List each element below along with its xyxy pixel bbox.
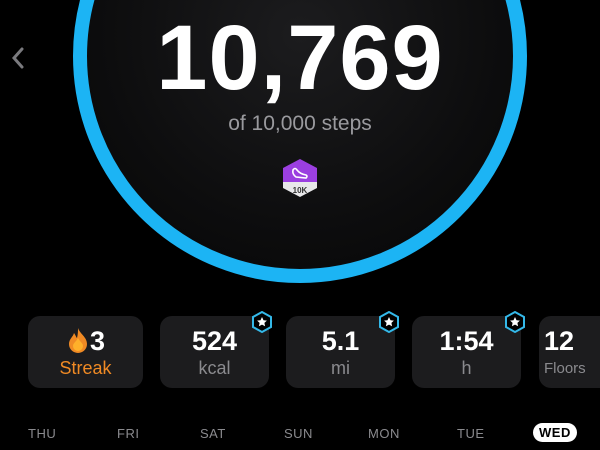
streak-label: Streak (59, 358, 112, 378)
star-badge-icon (505, 311, 525, 333)
calories-unit: kcal (198, 358, 231, 378)
day-tue[interactable]: TUE (457, 426, 485, 441)
distance-card[interactable]: 5.1 mi (286, 316, 395, 388)
shoe-icon (292, 167, 308, 179)
star-badge-icon (252, 311, 272, 333)
day-sun[interactable]: SUN (284, 426, 313, 441)
day-thu[interactable]: THU (28, 426, 57, 441)
10k-badge[interactable]: 10K (281, 158, 319, 203)
active-time-unit: h (461, 358, 472, 378)
calories-card[interactable]: 524 kcal (160, 316, 269, 388)
floors-label: Floors (544, 360, 586, 377)
badge-label: 10K (293, 186, 308, 195)
streak-value: 3 (89, 326, 106, 356)
floors-card[interactable]: 12 Floors (539, 316, 600, 388)
star-badge-icon (379, 311, 399, 333)
step-count: 10,769 (156, 7, 444, 109)
day-mon[interactable]: MON (368, 426, 400, 441)
distance-unit: mi (331, 358, 350, 378)
distance-value: 5.1 (321, 326, 360, 356)
chevron-left-icon[interactable] (10, 44, 30, 72)
day-wed-selected[interactable]: WED (533, 423, 577, 442)
active-time-card[interactable]: 1:54 h (412, 316, 521, 388)
active-time-value: 1:54 (439, 326, 494, 356)
step-goal: of 10,000 steps (228, 112, 372, 135)
day-fri[interactable]: FRI (117, 426, 140, 441)
flame-icon (68, 328, 87, 353)
streak-card[interactable]: 3 Streak (28, 316, 143, 388)
day-sat[interactable]: SAT (200, 426, 226, 441)
floors-value: 12 (544, 326, 575, 356)
calories-value: 524 (191, 326, 238, 356)
